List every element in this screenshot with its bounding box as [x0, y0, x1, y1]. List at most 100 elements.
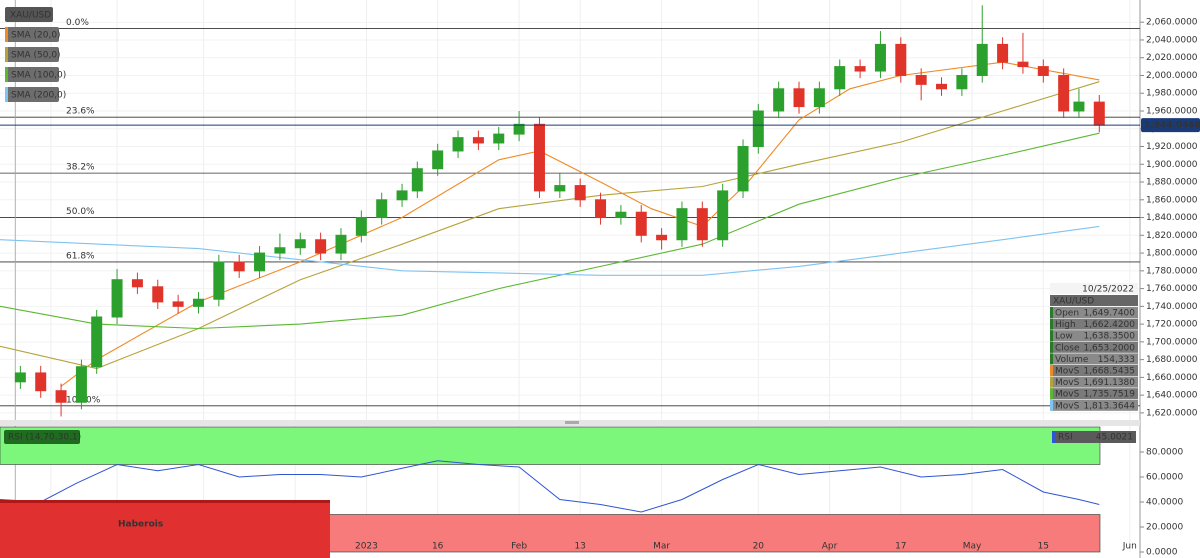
info-row-name: Volume: [1055, 355, 1089, 365]
candle-body: [1037, 66, 1049, 76]
info-row: [1050, 307, 1138, 318]
candle-body: [91, 316, 103, 368]
rsi-y-tick-label: 80.0000: [1146, 448, 1183, 458]
info-row-value: 1,638.3500: [1083, 332, 1135, 342]
info-row-value: 154,333: [1098, 355, 1135, 365]
candle-body: [1017, 61, 1029, 68]
y-tick-label: 1,740.0000: [1146, 302, 1198, 312]
x-tick-label: 20: [753, 542, 765, 552]
legend-label: SMA (200,0): [11, 91, 66, 101]
legend-swatch: [5, 87, 8, 102]
candle-body: [1093, 101, 1105, 126]
candle-body: [997, 43, 1009, 63]
legend-swatch: [5, 27, 8, 42]
candle-body: [773, 88, 785, 112]
rsi-y-tick-label: 60.0000: [1146, 473, 1183, 483]
y-tick-label: 1,980.0000: [1146, 89, 1198, 99]
info-row: [1050, 341, 1138, 353]
legend-label: SMA (50,0): [11, 51, 61, 61]
candle-body: [874, 43, 886, 72]
info-symbol-box: [1050, 295, 1138, 306]
info-row-name: MovS: [1055, 401, 1080, 411]
candle-body: [411, 168, 423, 192]
info-row-value: 1,653.2000: [1083, 343, 1135, 353]
y-tick-label: 1,700.0000: [1146, 337, 1198, 347]
symbol-box: [5, 7, 53, 22]
candle-body: [172, 301, 184, 307]
candle-body: [355, 217, 367, 236]
info-row: [1050, 318, 1138, 330]
info-row-value: 1,649.7400: [1083, 309, 1135, 319]
candle-body: [793, 88, 805, 108]
legend-box: [5, 47, 59, 62]
info-row-value: 1,668.5435: [1083, 367, 1135, 377]
info-row-name: MovS: [1055, 390, 1080, 400]
candle-body: [717, 190, 729, 241]
candle-body: [396, 190, 408, 201]
rsi-y-tick-label: 0.0000: [1146, 548, 1178, 558]
candle-body: [834, 66, 846, 90]
symbol-label: XAU/USD: [10, 11, 51, 21]
x-tick-label: Apr: [822, 542, 838, 552]
candle-body: [895, 43, 907, 76]
legend-swatch: [5, 67, 8, 82]
candle-body: [315, 239, 327, 254]
info-row-value: 1,735.7519: [1083, 390, 1135, 400]
candle-body: [254, 252, 266, 272]
candle-body: [452, 137, 464, 152]
sma-line: [60, 61, 1100, 387]
y-tick-label: 2,020.0000: [1146, 53, 1198, 63]
x-tick-label: 2023: [355, 542, 378, 552]
candle-body: [55, 390, 67, 403]
rsi-last-value: 45.0021: [1096, 433, 1133, 443]
candle-body: [813, 88, 825, 108]
candle-body: [35, 372, 47, 392]
separator-handle: [565, 421, 579, 424]
candle-body: [75, 366, 87, 403]
legend-label: SMA (100,0): [11, 71, 66, 81]
rsi-y-tick-label: 40.0000: [1146, 498, 1183, 508]
watermark-text: Haberois: [118, 520, 163, 530]
candle-body: [111, 279, 123, 318]
candle-body: [213, 261, 225, 300]
info-row-name: Close: [1055, 343, 1080, 353]
candle-body: [152, 286, 164, 303]
rsi-title-box: [4, 430, 80, 444]
info-row-name: High: [1055, 320, 1076, 330]
y-tick-label: 1,680.0000: [1146, 355, 1198, 365]
info-symbol: XAU/USD: [1053, 297, 1094, 307]
y-tick-label: 2,040.0000: [1146, 35, 1198, 45]
candle-body: [376, 199, 388, 219]
candle-body: [294, 239, 306, 249]
info-row: [1050, 399, 1138, 411]
candle-body: [513, 123, 525, 135]
fib-label: 38.2%: [66, 163, 95, 173]
info-row-swatch: [1050, 318, 1053, 330]
y-tick-label: 1,900.0000: [1146, 160, 1198, 170]
candle-body: [233, 261, 245, 272]
candle-body: [635, 211, 647, 236]
y-tick-label: 1,720.0000: [1146, 320, 1198, 330]
info-row-swatch: [1050, 341, 1053, 353]
info-row-swatch: [1050, 353, 1053, 365]
legend-label: SMA (20,0): [11, 31, 61, 41]
candle-body: [574, 185, 586, 201]
candle-body: [493, 133, 505, 144]
info-row-value: 1,813.3644: [1083, 401, 1135, 411]
candle-body: [854, 66, 866, 72]
candle-body: [915, 74, 927, 85]
overbought-band: [0, 426, 1101, 465]
info-row: [1050, 365, 1138, 376]
rsi-value-swatch: [1052, 431, 1055, 443]
y-tick-label: 1,780.0000: [1146, 266, 1198, 276]
info-row-name: Low: [1055, 332, 1073, 342]
fib-label: 0.0%: [66, 18, 89, 28]
x-tick-label: Jun: [1122, 542, 1137, 552]
x-tick-label: 17: [895, 542, 906, 552]
candle-body: [335, 234, 347, 254]
candle-body: [752, 110, 764, 148]
info-row: [1050, 388, 1138, 400]
